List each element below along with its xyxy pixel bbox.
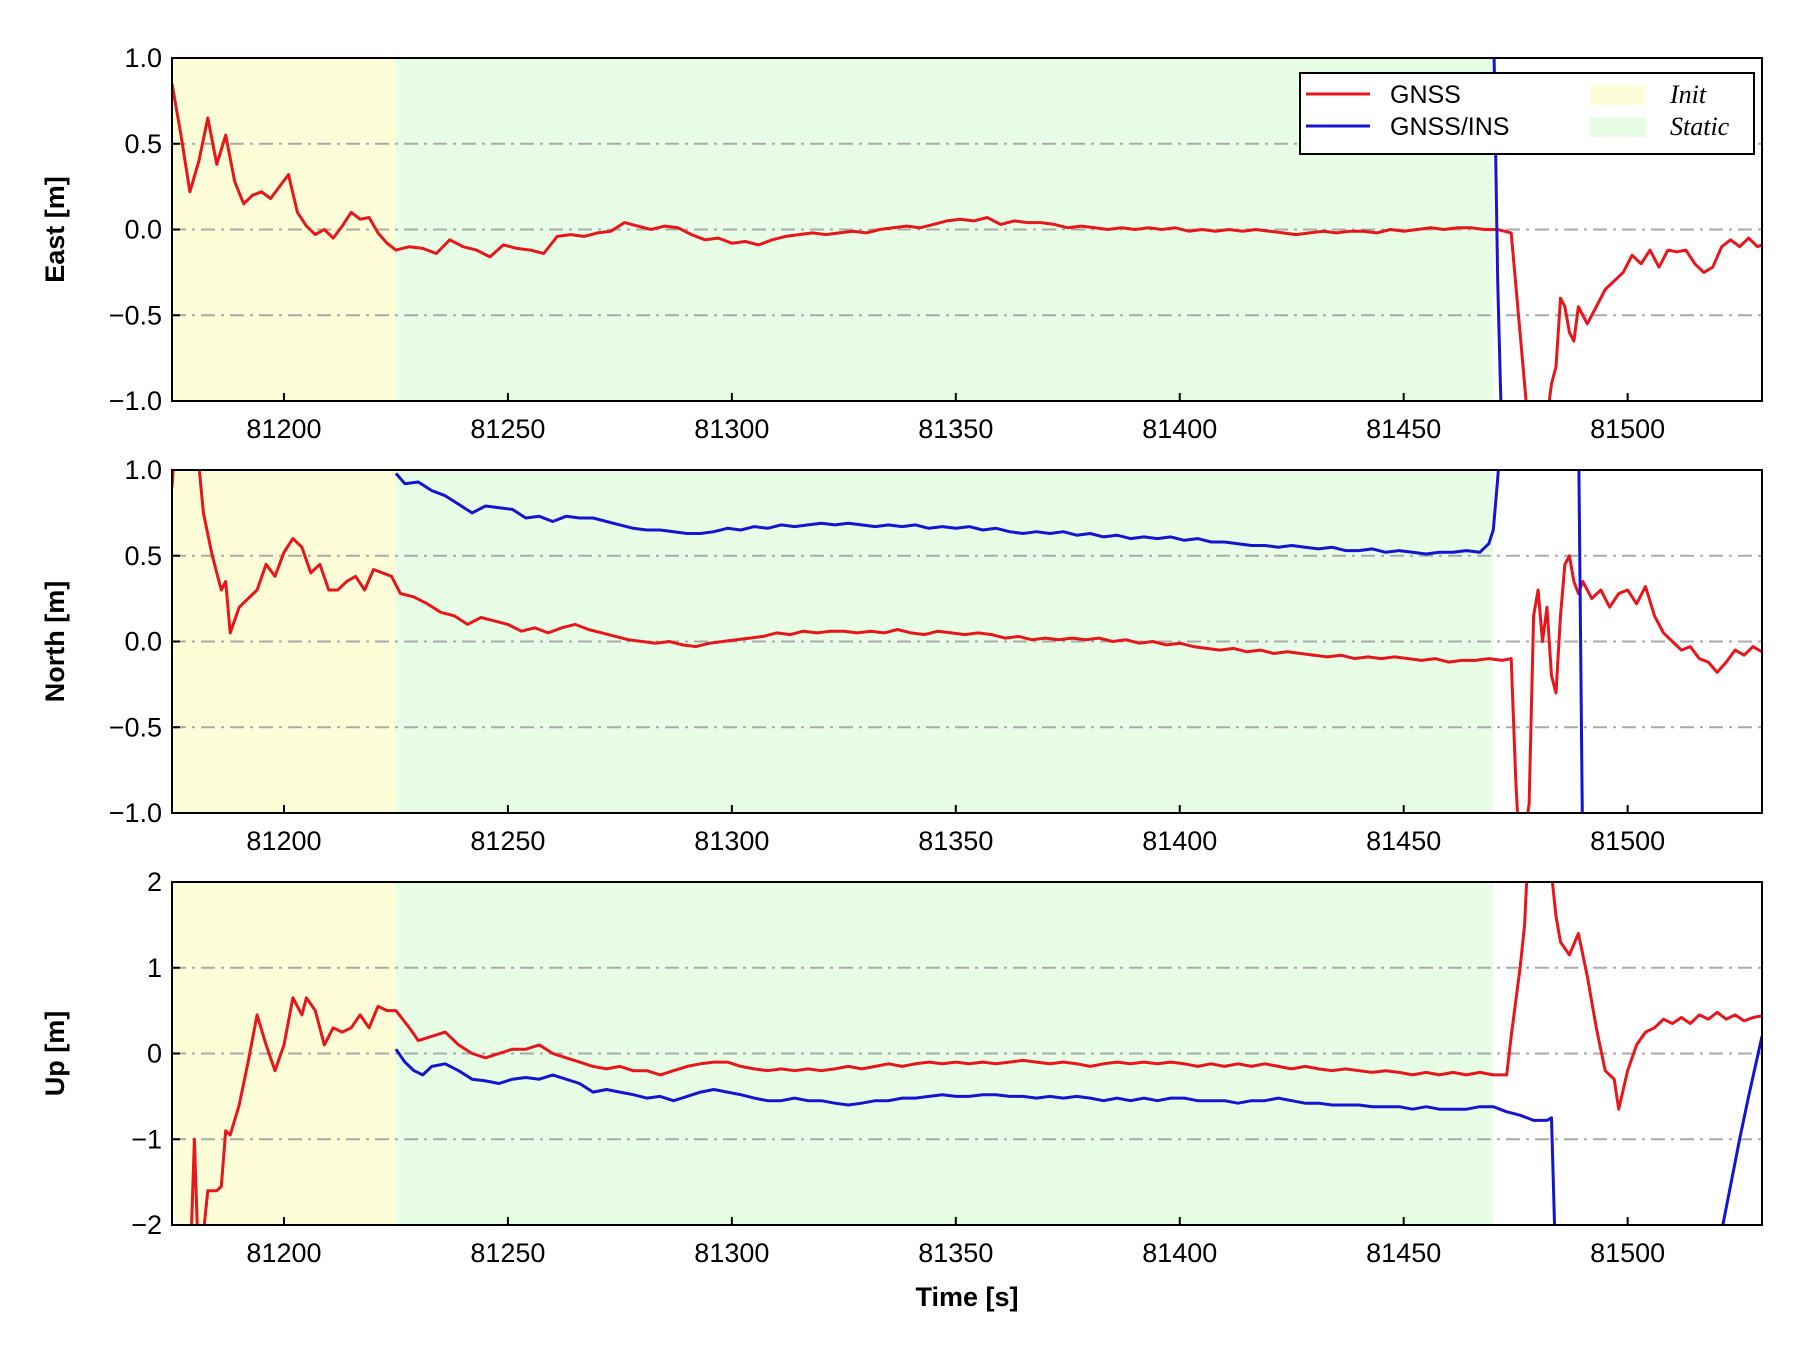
- ticks: −1.0 −0.5 0.0 0.5 1.0 81200 81250 81300 81350 814…: [109, 43, 1665, 444]
- x-tick-label: 81450: [1366, 1238, 1441, 1268]
- x-tick-label: 81350: [918, 414, 993, 444]
- x-tick-label: 81450: [1366, 414, 1441, 444]
- legend-swatch-init: [1590, 85, 1646, 105]
- gridlines: [172, 554, 1762, 729]
- series-line-gnss-ins: [394, 470, 1500, 556]
- panel-north: −1.0 −0.5 0.0 0.5 1.0 81200 81250 81300 81350 814…: [40, 455, 1763, 856]
- series-line-gnss: [172, 470, 1762, 813]
- y-tick-label: −1.0: [109, 798, 162, 828]
- legend-label-init: Init: [1669, 80, 1707, 109]
- gridlines: [172, 966, 1762, 1141]
- series-line-gnss: [172, 83, 1762, 401]
- x-tick-label: 81300: [694, 1238, 769, 1268]
- x-tick-label: 81400: [1142, 414, 1217, 444]
- series-line-gnss-ins: [394, 1048, 1557, 1225]
- x-tick-label: 81250: [470, 1238, 545, 1268]
- y-tick-label: 0.5: [124, 129, 162, 159]
- y-tick-label: −0.5: [109, 712, 162, 742]
- legend-swatch-static: [1590, 117, 1646, 137]
- y-axis-label-north: North [m]: [40, 581, 70, 702]
- x-tick-label: 81500: [1590, 1238, 1665, 1268]
- y-tick-label: −0.5: [109, 300, 162, 330]
- y-tick-label: 0: [147, 1039, 162, 1069]
- panel-up: −2 −1 0 1 2 81200 81250 81300 81350 81400 81450 815…: [40, 867, 1763, 1312]
- x-tick-label: 81400: [1142, 826, 1217, 856]
- y-tick-label: 1.0: [124, 455, 162, 485]
- series-lines: [172, 470, 1762, 813]
- series-line-gnss-ins: [1577, 470, 1584, 813]
- y-axis-label-up: Up [m]: [40, 1011, 70, 1096]
- x-tick-label: 81300: [694, 414, 769, 444]
- y-tick-label: −1: [131, 1124, 162, 1154]
- series-lines: [190, 882, 1762, 1225]
- y-tick-label: 2: [147, 867, 162, 897]
- ticks: −2 −1 0 1 2 81200 81250 81300 81350 81400 81450 815…: [131, 867, 1665, 1268]
- legend-label-static: Static: [1670, 112, 1730, 141]
- x-tick-label: 81450: [1366, 826, 1441, 856]
- y-tick-label: 1.0: [124, 43, 162, 73]
- y-axis-label-east: East [m]: [40, 176, 70, 283]
- x-tick-label: 81350: [918, 826, 993, 856]
- x-tick-label: 81300: [694, 826, 769, 856]
- x-tick-label: 81500: [1590, 414, 1665, 444]
- x-tick-label: 81250: [470, 414, 545, 444]
- x-axis-label-time: Time [s]: [915, 1282, 1018, 1312]
- y-tick-label: 0.5: [124, 541, 162, 571]
- legend-frame: [1299, 72, 1755, 155]
- x-tick-label: 81350: [918, 1238, 993, 1268]
- ticks: −1.0 −0.5 0.0 0.5 1.0 81200 81250 81300 81350 814…: [109, 455, 1665, 856]
- legend: GNSS GNSS/INS Init Static: [1299, 72, 1755, 155]
- x-tick-label: 81250: [470, 826, 545, 856]
- y-tick-label: 1: [147, 953, 162, 983]
- y-tick-label: −1.0: [109, 386, 162, 416]
- panel-east: −1.0 −0.5 0.0 0.5 1.0 81200 81250 81300 81350 814…: [40, 43, 1763, 444]
- series-line-gnss: [190, 882, 1762, 1225]
- series-line-gnss-ins: [1721, 1035, 1762, 1225]
- x-tick-label: 81200: [246, 826, 321, 856]
- x-tick-label: 81200: [246, 414, 321, 444]
- legend-label-gnss-ins: GNSS/INS: [1390, 113, 1509, 141]
- x-tick-label: 81200: [246, 1238, 321, 1268]
- x-tick-label: 81400: [1142, 1238, 1217, 1268]
- x-tick-label: 81500: [1590, 826, 1665, 856]
- y-tick-label: 0.0: [124, 627, 162, 657]
- y-tick-label: 0.0: [124, 215, 162, 245]
- y-tick-label: −2: [131, 1210, 162, 1240]
- legend-label-gnss: GNSS: [1390, 81, 1461, 109]
